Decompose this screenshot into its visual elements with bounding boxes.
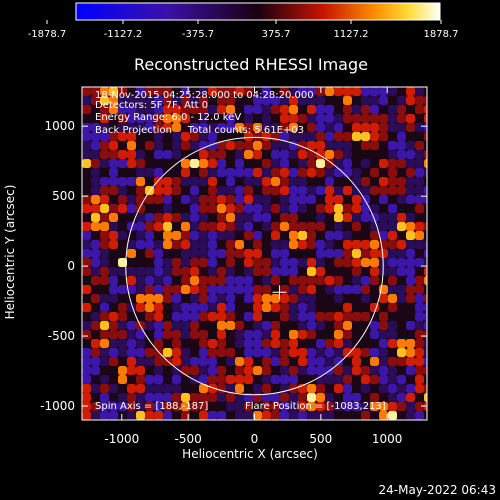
y-tick-label: 0 (67, 259, 75, 273)
y-axis: -1000 -500 0 500 1000 (40, 119, 427, 413)
colorbar-tick-label: -1127.2 (104, 29, 143, 40)
colorbar-tick-label: 1878.7 (424, 29, 459, 40)
annotation-spin-axis: Spin Axis = [188,-187] (95, 401, 208, 412)
colorbar-tick-label: 1127.2 (334, 29, 369, 40)
annotation-time-range: 18-Nov-2015 04:25:28.000 to 04:28:20.000 (95, 90, 314, 101)
solar-limb-circle (125, 136, 384, 396)
footer-date: 24-May-2022 06:43 (379, 483, 496, 497)
chart-title: Reconstructed RHESSI Image (134, 55, 368, 74)
x-axis-label: Heliocentric X (arcsec) (182, 447, 318, 461)
colorbar-gradient (75, 2, 441, 21)
y-tick-label: -500 (48, 329, 75, 343)
colorbar-tick-label: -1878.7 (28, 29, 67, 40)
y-tick-label: -1000 (40, 399, 75, 413)
annotation-energy-range: Energy Range: 6.0 - 12.0 keV (95, 112, 241, 123)
y-tick-label: 1000 (44, 119, 75, 133)
x-axis: -1000 -500 0 500 1000 (104, 87, 402, 446)
spin-axis-marker (272, 285, 287, 300)
y-axis-label: Heliocentric Y (arcsec) (3, 185, 17, 320)
colorbar-ticks: -1878.7 -1127.2 -375.7 375.7 1127.2 1878.7 (28, 20, 459, 40)
x-tick-label: -1000 (104, 432, 139, 446)
x-tick-label: 500 (309, 432, 332, 446)
x-tick-label: 1000 (372, 432, 403, 446)
annotation-detectors: Detectors: 5F 7F, Att 0 (95, 100, 208, 111)
heatmap (82, 87, 427, 420)
x-tick-label: -500 (175, 432, 202, 446)
colorbar-tick-label: 375.7 (262, 29, 291, 40)
annotation-method-counts: Back Projection Total counts: 5.61E+03 (95, 125, 304, 136)
annotation-block: 18-Nov-2015 04:25:28.000 to 04:28:20.000… (95, 90, 386, 412)
y-tick-label: 500 (52, 189, 75, 203)
x-tick-label: 0 (251, 432, 259, 446)
annotation-flare-position: Flare Position = [-1083,213] (245, 401, 386, 412)
colorbar: -1878.7 -1127.2 -375.7 375.7 1127.2 1878.7 (28, 2, 459, 40)
colorbar-tick-label: -375.7 (182, 29, 214, 40)
